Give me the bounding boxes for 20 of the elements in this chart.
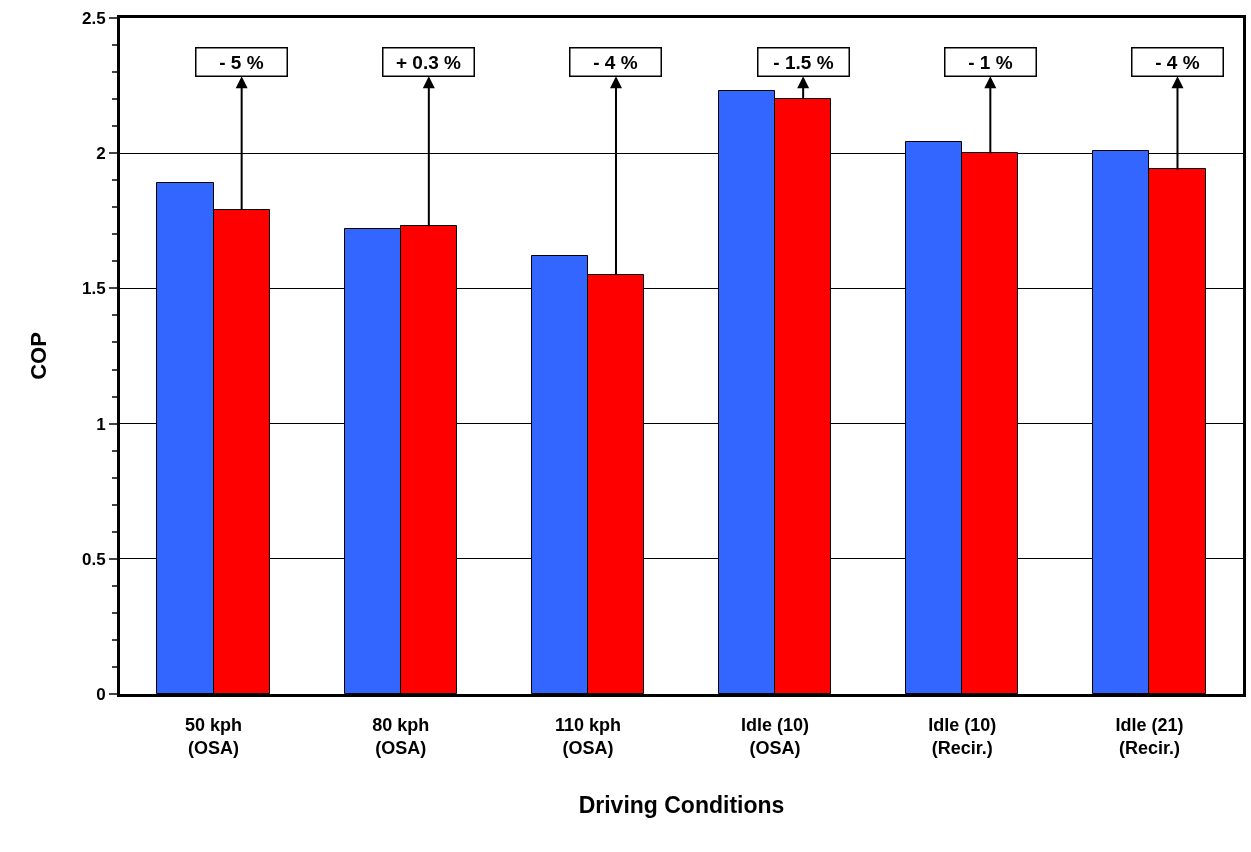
- y-tick-label: 0: [96, 684, 106, 704]
- x-tick-label: Idle (21) (Recir.): [1115, 714, 1184, 758]
- annotation: + 0.3 %: [395, 51, 462, 73]
- x-tick-label: Idle (10) (OSA): [741, 714, 810, 758]
- y-tick-label: 0.5: [81, 549, 106, 569]
- annotation: - 4 %: [593, 51, 638, 73]
- annotation: - 1.5 %: [773, 51, 834, 73]
- annotation: - 4 %: [1155, 51, 1200, 73]
- y-tick-label: 1: [96, 414, 106, 434]
- x-tick-label: Idle (10) (Recir.): [928, 714, 997, 758]
- x-axis-title: Driving Conditions: [578, 791, 785, 818]
- annotation: - 1 %: [968, 51, 1013, 73]
- x-tick-label: 80 kph (OSA): [372, 714, 430, 758]
- y-tick-label: 2.5: [81, 8, 106, 28]
- y-tick-label: 2: [96, 144, 106, 164]
- y-axis-title: COP: [25, 332, 51, 380]
- annotation: - 5 %: [219, 51, 264, 73]
- x-tick-label: 50 kph (OSA): [185, 714, 243, 758]
- x-tick-label: 110 kph (OSA): [554, 714, 621, 758]
- y-tick-label: 1.5: [81, 279, 106, 299]
